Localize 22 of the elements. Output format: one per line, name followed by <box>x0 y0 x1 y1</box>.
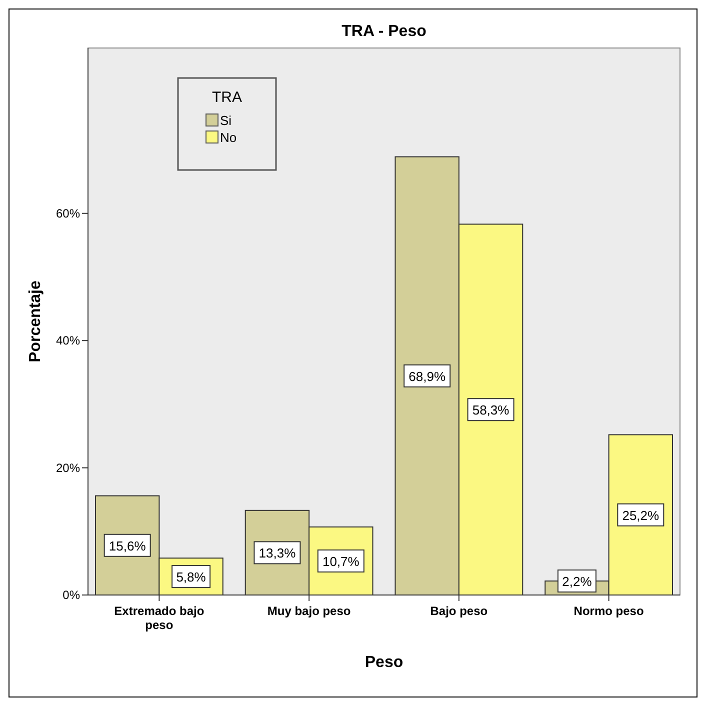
legend-label: Si <box>220 113 232 128</box>
x-tick-label: Extremado bajo peso <box>114 604 204 632</box>
legend-title: TRA <box>212 89 242 106</box>
y-tick-label: 40% <box>56 334 80 348</box>
y-axis-title: Porcentaje <box>27 280 44 362</box>
data-label: 15,6% <box>108 538 146 554</box>
x-axis-title: Peso <box>364 654 404 671</box>
y-tick-label: 60% <box>56 206 80 220</box>
x-tick-label: Normo peso <box>574 604 644 618</box>
legend-label: No <box>220 130 237 145</box>
data-label: 25,2% <box>622 508 660 523</box>
data-label: 13,3% <box>258 546 296 561</box>
x-tick-label: Bajo peso <box>430 604 488 618</box>
y-tick-label: 20% <box>56 460 80 475</box>
data-label: 68,9% <box>408 368 446 384</box>
data-label: 5,8% <box>176 570 206 585</box>
data-label: 58,3% <box>472 402 510 418</box>
y-tick-label: 0% <box>62 588 80 602</box>
data-label: 2,2% <box>562 574 592 589</box>
x-tick-label: Muy bajo peso <box>267 604 351 618</box>
data-label: 10,7% <box>322 554 360 569</box>
chart-title: TRA - Peso <box>342 23 427 40</box>
